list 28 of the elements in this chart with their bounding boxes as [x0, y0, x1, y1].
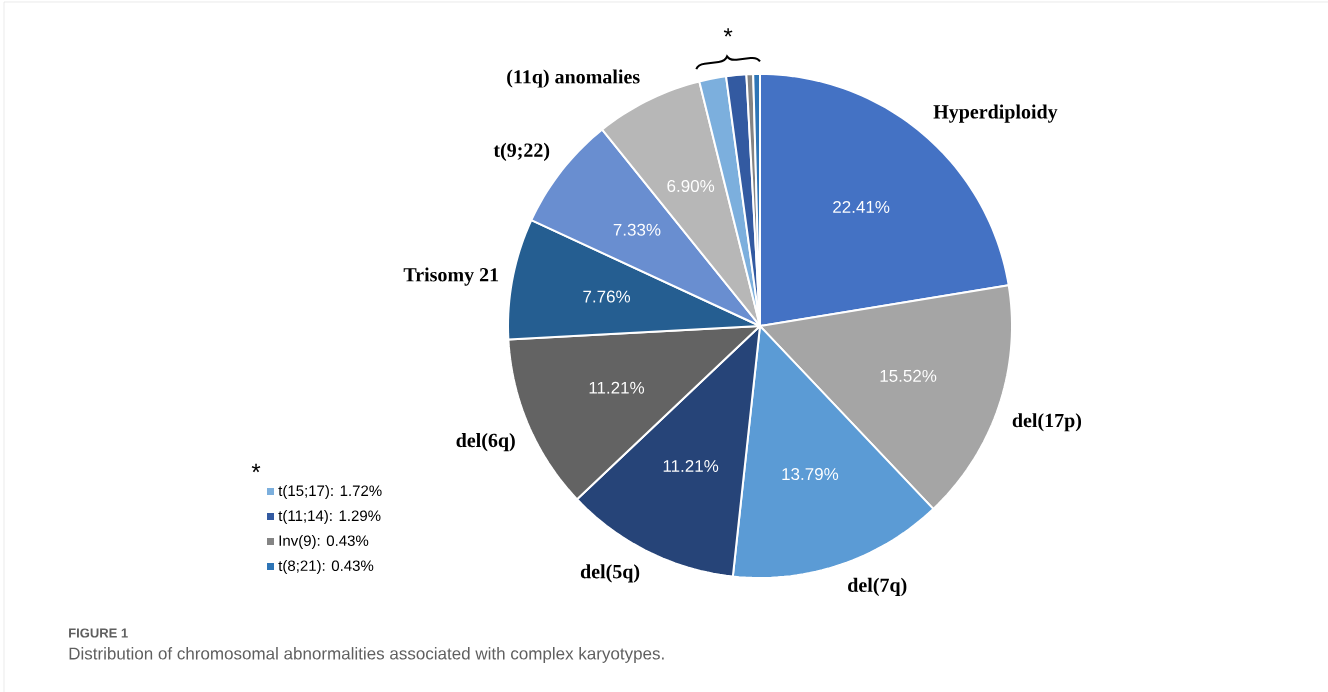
slice-label: Trisomy 21 — [403, 267, 499, 286]
data-label: : 0.43% — [317, 535, 369, 547]
legend-label: t(15;17) — [278, 485, 329, 499]
slice-label: del(5q) — [580, 564, 640, 583]
text: FIGURE 1 — [69, 628, 128, 638]
slice-label: Hyperdiploidy — [933, 104, 1058, 123]
slice-label: del(17p) — [1012, 413, 1082, 432]
data-label: : 1.72% — [331, 485, 382, 496]
data-label: : 0.43% — [322, 560, 374, 572]
slice-label: del(7q) — [848, 577, 907, 596]
slice-label: t(9;22) — [493, 142, 550, 161]
legend-label: t(11;14) — [278, 510, 328, 524]
data-label: 6.90% — [667, 179, 715, 193]
data-label: 7.76% — [583, 290, 631, 303]
data-label: 7.33% — [613, 223, 661, 236]
data-label: 11.21% — [589, 381, 645, 394]
data-label: 11.21% — [663, 459, 719, 472]
data-label: 15.52% — [880, 369, 937, 382]
legend-label: t(8;21) — [278, 560, 321, 574]
slice-label: del(6q) — [456, 433, 515, 452]
data-label: 22.41% — [833, 200, 890, 213]
text: * — [251, 463, 261, 473]
slice-label: (11q) anomalies — [507, 69, 640, 88]
data-label: 13.79% — [782, 468, 839, 481]
text: Distribution of chromosomal abnormalities associated with complex karyotypes. — [69, 647, 664, 663]
text: * — [723, 28, 733, 37]
legend-label: Inv(9) — [279, 535, 316, 549]
data-label: : 1.29% — [330, 510, 381, 522]
